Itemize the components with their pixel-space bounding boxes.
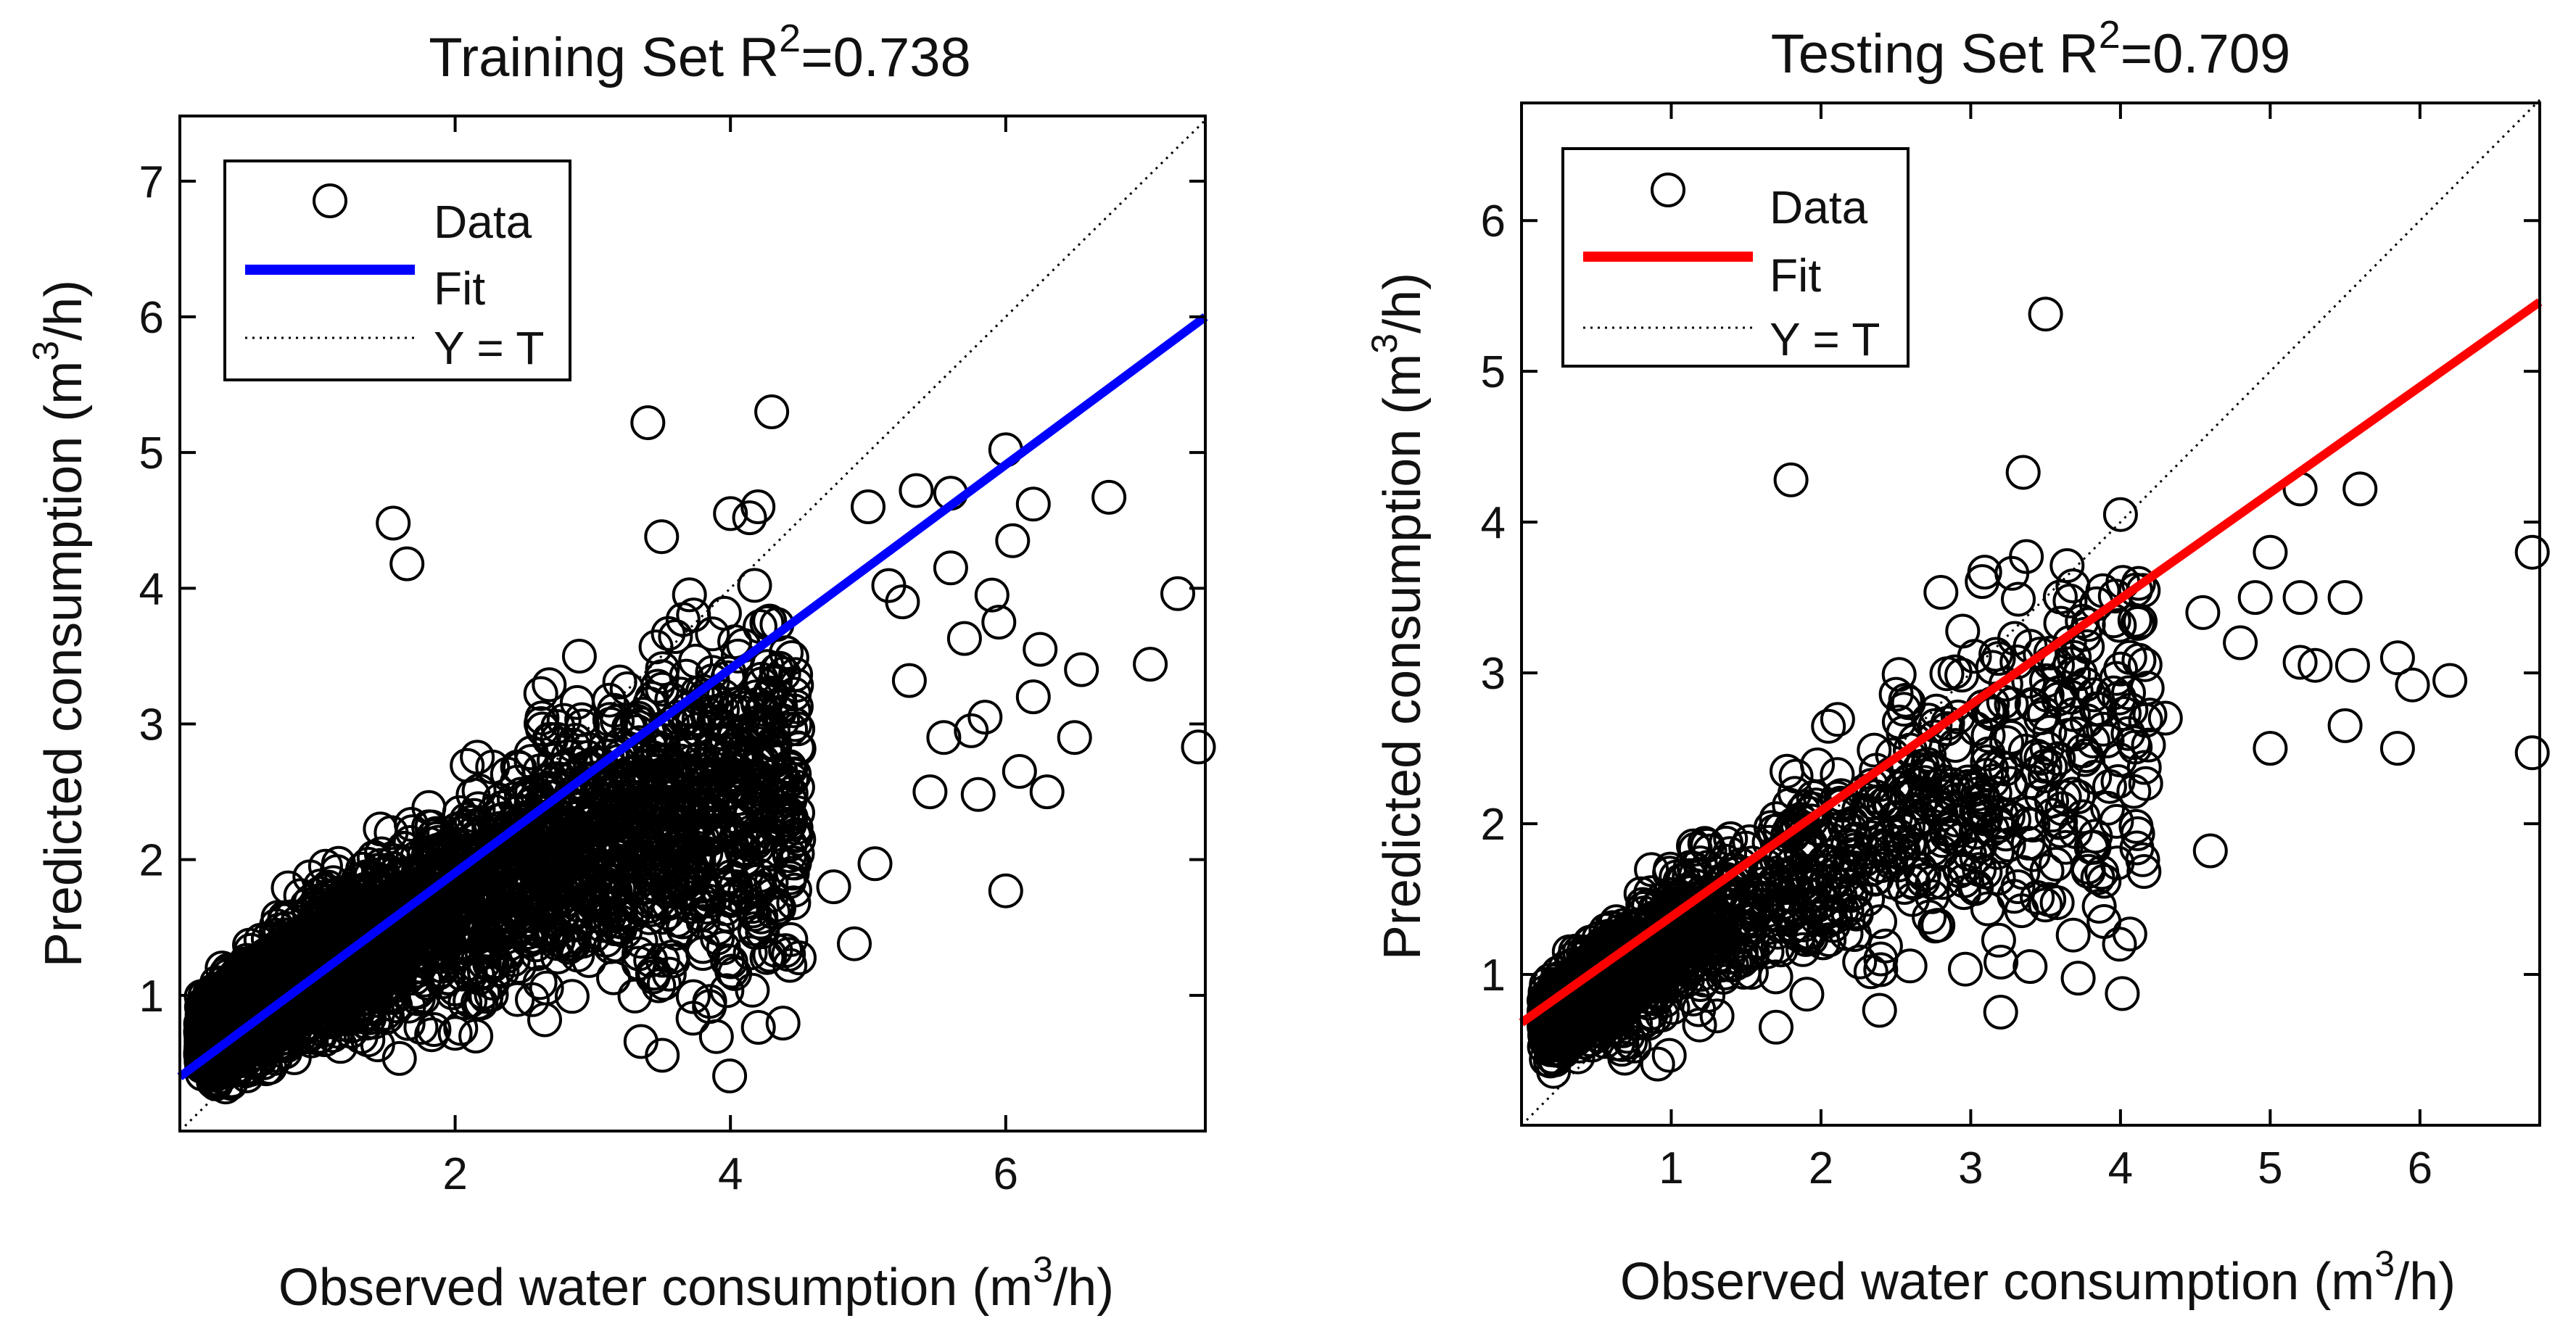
- data-point: [645, 671, 680, 707]
- data-point: [714, 953, 750, 989]
- data-point: [768, 766, 804, 801]
- data-point: [603, 894, 639, 929]
- legend-label-identity: Y = T: [434, 322, 544, 374]
- data-point: [685, 674, 720, 709]
- data-point: [645, 651, 680, 687]
- x-tick-label: 6: [994, 1149, 1018, 1199]
- data-point: [777, 676, 812, 712]
- data-point: [737, 568, 772, 603]
- data-point: [308, 873, 344, 908]
- data-point: [460, 740, 495, 775]
- data-point: [735, 889, 770, 924]
- chart-training: 2 4 6 1 2 3 4 5 6 7 Training Set R2=0.738 Observe…: [25, 17, 1216, 1317]
- data-point: [532, 667, 567, 703]
- data-point: [771, 937, 806, 972]
- data-point: [759, 653, 794, 688]
- data-point: [698, 1019, 734, 1054]
- data-point: [712, 1059, 748, 1093]
- y-tick-label: 4: [139, 564, 164, 614]
- data-point: [740, 1010, 776, 1045]
- data-point: [732, 500, 767, 536]
- data-point: [577, 746, 612, 782]
- x-tick-label: 2: [442, 1149, 467, 1199]
- data-point: [732, 935, 768, 971]
- data-point: [522, 965, 558, 1001]
- data-point: [722, 766, 758, 802]
- data-point: [515, 982, 550, 1017]
- data-point: [672, 577, 707, 613]
- data-point: [433, 940, 468, 974]
- data-point: [592, 682, 627, 718]
- x-tick-label: 4: [718, 1149, 743, 1199]
- data-point: [765, 1006, 801, 1041]
- data-point: [695, 616, 730, 652]
- legend-label-data: Data: [434, 196, 532, 248]
- x-axis-label-training: Observed water consumption (m3/h): [278, 1249, 1114, 1317]
- y-axis-label-training: Predicted consumption (m3/h): [25, 280, 93, 967]
- data-point: [772, 860, 808, 895]
- data-point: [778, 810, 814, 845]
- data-point: [778, 689, 814, 724]
- data-point: [776, 885, 812, 921]
- data-point: [463, 985, 499, 1021]
- y-tick-label: 3: [139, 700, 164, 750]
- data-point: [709, 973, 745, 1009]
- data-point: [735, 972, 770, 1008]
- data-point: [482, 782, 517, 818]
- y-tick-label: 5: [139, 428, 164, 479]
- legend-label-fit: Fit: [434, 262, 485, 315]
- data-point: [634, 681, 669, 716]
- data-point: [523, 676, 558, 711]
- data-point: [752, 937, 788, 973]
- data-point: [717, 624, 753, 660]
- data-point: [780, 836, 815, 871]
- y-tick-label: 1: [139, 972, 164, 1022]
- data-point: [781, 821, 817, 857]
- chart-title-training: Training Set R2=0.738: [429, 17, 971, 88]
- data-point: [777, 707, 813, 742]
- data-point: [727, 811, 763, 847]
- data-point: [554, 979, 590, 1014]
- data-point: [561, 639, 597, 674]
- data-point: [403, 1010, 439, 1045]
- data-point: [699, 685, 735, 721]
- legend-training: Data Fit Y = T: [223, 160, 571, 381]
- data-point: [461, 773, 497, 808]
- data-point: [608, 787, 644, 823]
- data-point: [658, 619, 693, 654]
- data-point: [677, 724, 713, 759]
- data-point: [390, 1006, 426, 1041]
- y-tick-label: 2: [139, 836, 164, 886]
- data-point: [655, 866, 690, 900]
- y-tick-label: 7: [139, 157, 164, 207]
- data-point: [766, 793, 801, 829]
- data-point: [617, 978, 653, 1014]
- data-point: [462, 877, 498, 912]
- y-tick-label: 6: [139, 293, 164, 343]
- data-point: [558, 723, 593, 758]
